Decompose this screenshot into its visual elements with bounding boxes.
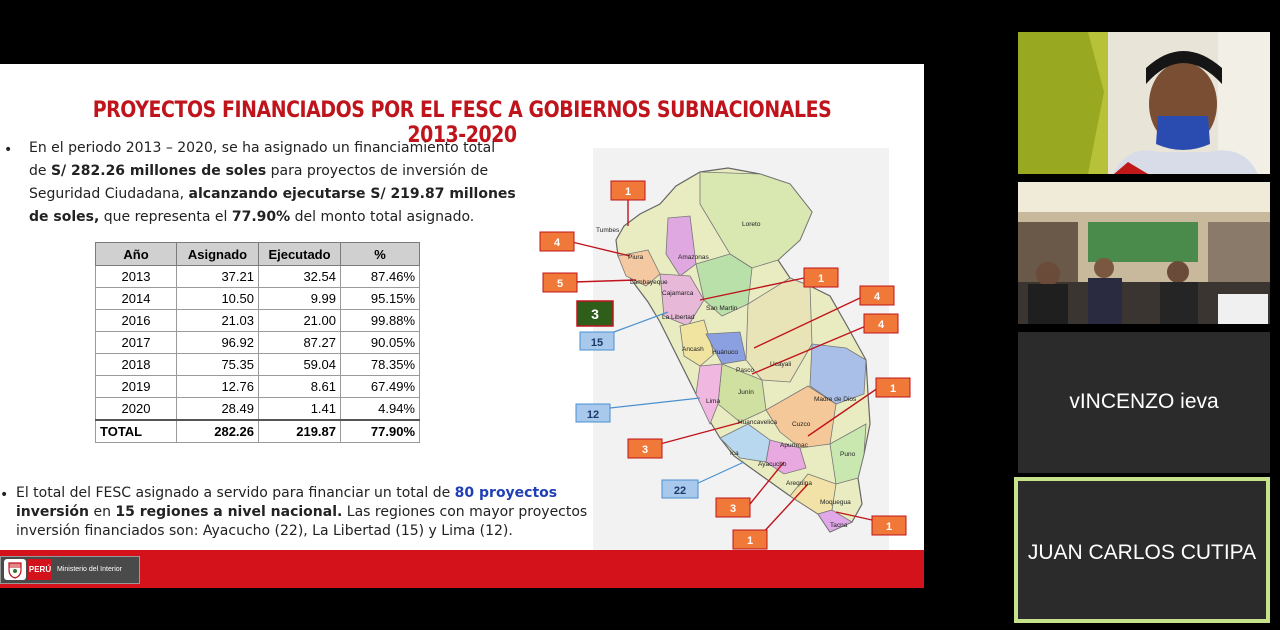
table-row: 2013 37.21 32.54 87.46% bbox=[95, 265, 420, 288]
video-tile-participant-1[interactable] bbox=[1018, 32, 1270, 174]
video-tile-participant-3[interactable]: vINCENZO ieva bbox=[1018, 332, 1270, 473]
region-name: Tumbes bbox=[596, 227, 620, 234]
map-label: 3 bbox=[730, 503, 736, 515]
map-label: 5 bbox=[557, 278, 563, 290]
region-name: Cuzco bbox=[792, 421, 811, 428]
summary-bullet: • bbox=[0, 487, 9, 503]
map-label: 1 bbox=[886, 521, 892, 533]
participant-video-icon bbox=[1018, 182, 1270, 324]
region-name: Ica bbox=[730, 450, 739, 457]
table-row: 2014 10.50 9.99 95.15% bbox=[95, 287, 420, 310]
participant-name: vINCENZO ieva bbox=[1069, 390, 1219, 413]
summary-line-1: El total del FESC asignado a servido par… bbox=[16, 485, 558, 501]
region-name: La Libertad bbox=[662, 314, 695, 321]
video-tile-participant-2[interactable] bbox=[1018, 182, 1270, 324]
region-name: Cajamarca bbox=[662, 290, 694, 297]
ministry-logo: PERÚ Ministerio del Interior bbox=[0, 556, 140, 584]
region-name: Loreto bbox=[742, 221, 761, 228]
ministry-label: Ministerio del Interior bbox=[57, 566, 122, 573]
intro-line-3: Seguridad Ciudadana, alcanzando ejecutar… bbox=[29, 186, 516, 202]
table-row: 2019 12.76 8.61 67.49% bbox=[95, 375, 420, 398]
summary-line-3: inversión financiados son: Ayacucho (22)… bbox=[16, 523, 513, 539]
financing-table: Año Asignado Ejecutado % 2013 37.21 32.54 8… bbox=[95, 242, 420, 443]
header-percent: % bbox=[340, 242, 420, 266]
region-name: Lima bbox=[706, 398, 720, 405]
coat-of-arms-icon bbox=[4, 559, 26, 580]
peru-map: Tumbes Piura Amazonas Loreto Lambayeque … bbox=[539, 148, 911, 550]
intro-bullet: • bbox=[4, 142, 13, 158]
map-label: 1 bbox=[625, 186, 631, 198]
intro-line-1: En el periodo 2013 – 2020, se ha asignad… bbox=[29, 140, 496, 156]
region-name: Lambayeque bbox=[630, 279, 668, 286]
region-name: Ucayali bbox=[770, 361, 791, 368]
video-tile-active-speaker[interactable]: JUAN CARLOS CUTIPA bbox=[1014, 477, 1270, 623]
region-name: Madre de Dios bbox=[814, 396, 857, 403]
map-label: 4 bbox=[878, 319, 885, 331]
region-name: Tacna bbox=[830, 522, 848, 529]
map-label: 4 bbox=[554, 237, 561, 249]
summary-paragraph: El total del FESC asignado a servido par… bbox=[16, 484, 594, 541]
region-name: Pasco bbox=[736, 367, 754, 374]
region-name: Huánuco bbox=[712, 349, 738, 356]
map-label: 15 bbox=[591, 337, 603, 349]
slide-title: PROYECTOS FINANCIADOS POR EL FESC A GOBI… bbox=[92, 98, 832, 148]
region-name: San Martin bbox=[706, 305, 738, 312]
map-label: 12 bbox=[587, 409, 599, 421]
header-assigned: Asignado bbox=[176, 242, 259, 266]
map-label: 1 bbox=[747, 535, 753, 547]
region-name: Ayacucho bbox=[758, 461, 787, 468]
region-name: Arequipa bbox=[786, 480, 812, 487]
shared-slide: PROYECTOS FINANCIADOS POR EL FESC A GOBI… bbox=[0, 64, 924, 588]
map-label: 1 bbox=[890, 383, 896, 395]
slide-footer: PERÚ Ministerio del Interior bbox=[0, 550, 924, 588]
map-label: 3 bbox=[591, 306, 599, 322]
map-label: 1 bbox=[818, 273, 824, 285]
region-name: Huancavelica bbox=[738, 419, 777, 426]
region-name: Apurímac bbox=[780, 442, 809, 449]
map-label: 22 bbox=[674, 485, 686, 497]
participant-name: JUAN CARLOS CUTIPA bbox=[1027, 541, 1257, 564]
region-name: Amazonas bbox=[678, 254, 709, 261]
intro-line-2: de S/ 282.26 millones de soles para proy… bbox=[29, 163, 489, 179]
map-label: 3 bbox=[642, 444, 648, 456]
intro-line-4: de soles, que representa el 77.90% del m… bbox=[29, 209, 475, 225]
region-name: Junín bbox=[738, 389, 754, 396]
table-total-row: TOTAL 282.26 219.87 77.90% bbox=[95, 419, 420, 443]
region-name: Puno bbox=[840, 451, 856, 458]
table-row: 2020 28.49 1.41 4.94% bbox=[95, 397, 420, 421]
header-year: Año bbox=[95, 242, 177, 266]
table-row: 2016 21.03 21.00 99.88% bbox=[95, 309, 420, 332]
map-label: 4 bbox=[874, 291, 881, 303]
participant-video-icon bbox=[1018, 32, 1270, 174]
table-header-row: Año Asignado Ejecutado % bbox=[95, 242, 420, 266]
region-name: Ancash bbox=[682, 346, 704, 353]
peru-label: PERÚ bbox=[28, 559, 52, 580]
summary-line-2: inversión en 15 regiones a nivel naciona… bbox=[16, 504, 588, 520]
region-name: Piura bbox=[628, 254, 644, 261]
region-name: Moquegua bbox=[820, 499, 851, 506]
intro-paragraph: En el periodo 2013 – 2020, se ha asignad… bbox=[29, 137, 519, 229]
